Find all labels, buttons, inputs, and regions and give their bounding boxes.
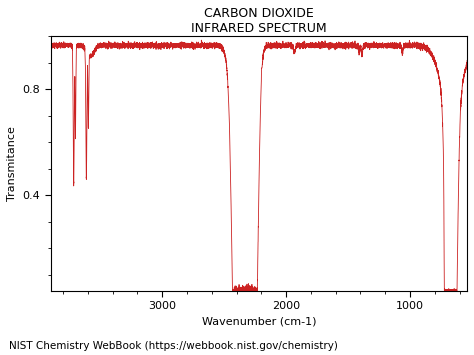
Y-axis label: Transmitance: Transmitance [7, 126, 17, 201]
Title: CARBON DIOXIDE
INFRARED SPECTRUM: CARBON DIOXIDE INFRARED SPECTRUM [191, 7, 327, 35]
Text: NIST Chemistry WebBook (https://webbook.nist.gov/chemistry): NIST Chemistry WebBook (https://webbook.… [9, 342, 338, 351]
X-axis label: Wavenumber (cm-1): Wavenumber (cm-1) [201, 317, 316, 327]
